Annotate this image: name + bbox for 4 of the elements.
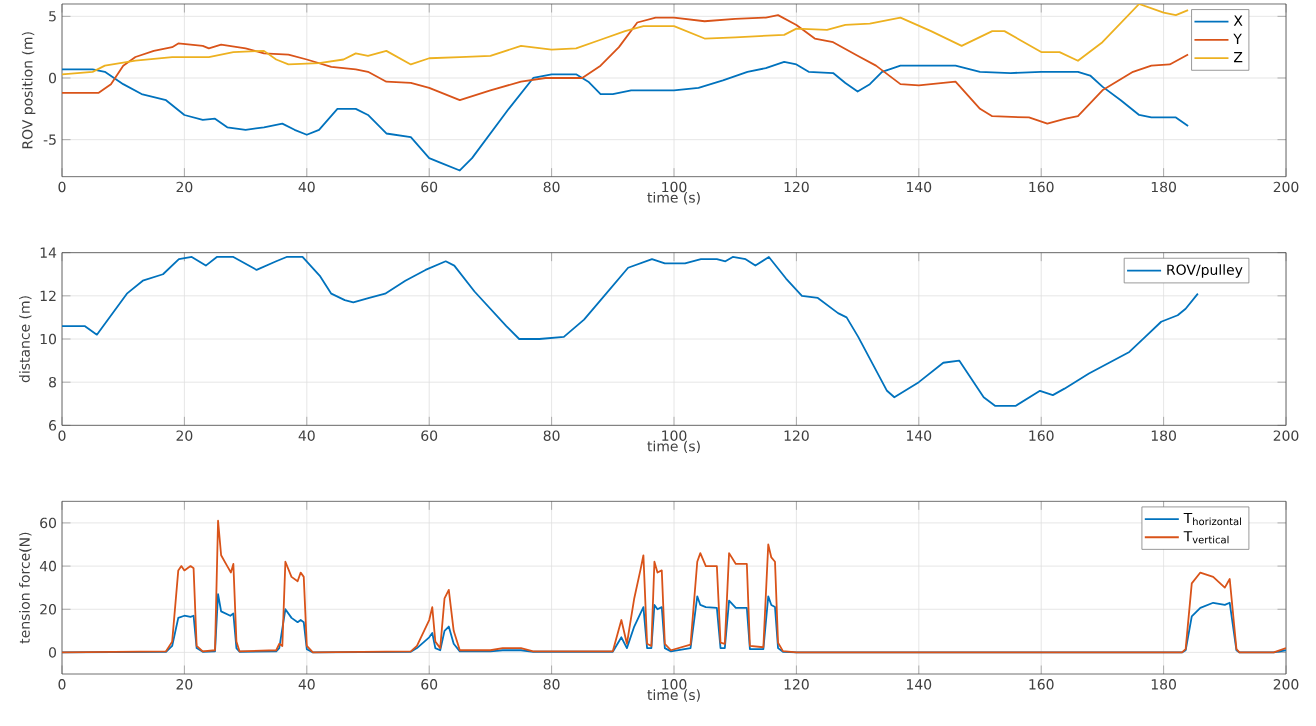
line-series — [62, 14, 1189, 125]
line-series — [62, 3, 1189, 76]
legend-label: $\mathrm{T}_{\mathrm{vertical}}$ — [1183, 531, 1229, 544]
legend-label: $\mathrm{T}_{\mathrm{horizontal}}$ — [1183, 512, 1241, 526]
